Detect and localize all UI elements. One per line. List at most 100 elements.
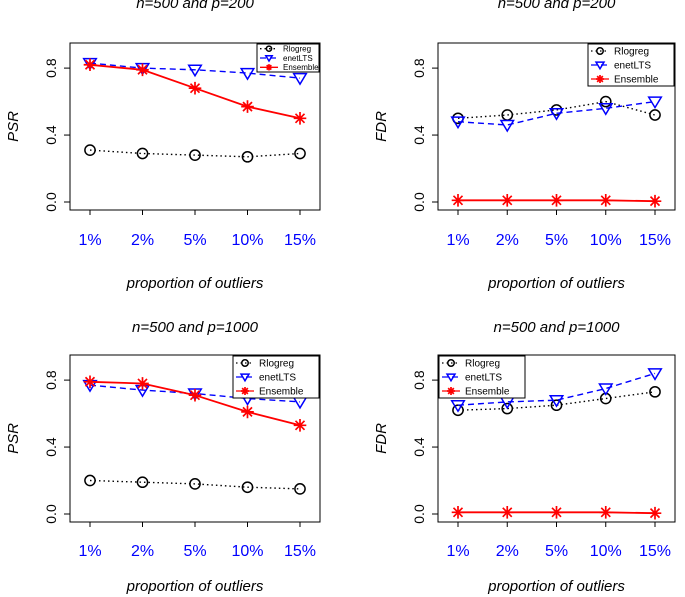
series-line — [457, 391, 656, 411]
y-tick-label: 0.0 — [411, 192, 427, 212]
data-point — [501, 402, 514, 415]
y-axis-label: FDR — [373, 111, 390, 142]
series-rlogreg — [84, 144, 306, 163]
x-axis: 1% 2% 5% 10% 15% — [446, 210, 671, 249]
series-line — [89, 149, 301, 158]
y-tick-label: 0.4 — [43, 125, 59, 145]
chart-title: n=500 and p=200 — [498, 0, 616, 12]
x-tick-label: 5% — [545, 543, 568, 560]
series-ensemble — [83, 375, 307, 432]
x-tick-label: 10% — [590, 543, 622, 560]
legend-label: Rlogreg — [259, 359, 294, 370]
data-point — [136, 476, 149, 489]
data-point — [548, 108, 565, 121]
legend-label: Ensemble — [614, 75, 659, 86]
y-axis: 0.0 0.4 0.8 — [43, 58, 70, 212]
y-axis-label: FDR — [373, 423, 390, 454]
y-tick-label: 0.8 — [43, 58, 59, 78]
legend-label: enetLTS — [259, 373, 296, 384]
x-tick-label: 1% — [78, 232, 101, 249]
series-line — [457, 100, 656, 119]
y-tick-label: 0.0 — [43, 192, 59, 212]
legend-marker — [447, 359, 455, 367]
y-axis: 0.0 0.4 0.8 — [411, 58, 438, 212]
data-point — [83, 58, 97, 72]
y-tick-label: 0.4 — [411, 125, 427, 145]
data-point — [136, 377, 149, 390]
data-point — [598, 383, 614, 396]
x-tick-label: 15% — [639, 543, 671, 560]
data-point — [136, 63, 149, 77]
x-tick-label: 1% — [446, 543, 469, 560]
y-tick-label: 0.0 — [411, 504, 427, 524]
series-ensemble — [451, 506, 662, 520]
legend-marker — [596, 47, 604, 55]
x-tick-label: 5% — [183, 543, 206, 560]
series-line — [457, 100, 656, 126]
legend-marker — [265, 64, 273, 71]
x-tick-label: 1% — [446, 232, 469, 249]
series-enetlts — [450, 368, 663, 413]
legend-marker — [447, 387, 455, 395]
y-tick-label: 0.8 — [43, 370, 59, 390]
data-point — [599, 194, 613, 207]
chart-panel-1: n=500 and p=200 0.0 0.4 0.8 PSR 1% 2% 5% 10% 15% p… — [5, 0, 321, 292]
legend-label: enetLTS — [465, 373, 502, 384]
legend-label: Ensemble — [283, 63, 319, 72]
data-point — [500, 194, 514, 207]
data-point — [599, 506, 613, 519]
legend-label: Rlogreg — [465, 359, 500, 370]
legend-marker — [445, 373, 457, 383]
chart-title: n=500 and p=1000 — [132, 319, 259, 336]
x-axis-label: proportion of outliers — [487, 578, 625, 595]
data-point — [647, 96, 663, 110]
series-ensemble — [451, 194, 662, 208]
data-point — [294, 483, 306, 495]
data-point — [649, 385, 661, 398]
data-point — [189, 478, 201, 490]
x-tick-label: 2% — [131, 543, 154, 560]
y-axis-label: PSR — [5, 111, 22, 142]
data-point — [84, 474, 96, 487]
chart-panel-3: n=500 and p=1000 0.0 0.4 0.8 PSR 1% 2% 5% 10% 15%… — [5, 319, 321, 595]
legend-marker — [594, 61, 606, 71]
series-line — [457, 372, 656, 406]
x-tick-label: 1% — [78, 543, 101, 560]
x-tick-label: 10% — [231, 232, 263, 249]
y-axis-label: PSR — [5, 423, 22, 454]
data-point — [241, 481, 254, 494]
data-point — [648, 506, 662, 520]
x-tick-label: 15% — [284, 543, 316, 560]
data-point — [84, 144, 96, 156]
y-tick-label: 0.4 — [43, 437, 59, 457]
legend: Rlogreg enetLTS Ensemble — [587, 43, 675, 87]
data-point — [239, 67, 256, 81]
y-tick-label: 0.8 — [411, 370, 427, 390]
chart-panel-4: n=500 and p=1000 0.0 0.4 0.8 FDR 1% 2% 5% 10% 15%… — [373, 319, 676, 595]
data-point — [647, 368, 663, 381]
data-point — [187, 64, 203, 78]
y-tick-label: 0.4 — [411, 437, 427, 457]
data-point — [451, 194, 465, 207]
legend-label: Rlogreg — [283, 44, 311, 53]
x-tick-label: 15% — [639, 232, 671, 249]
chart-title: n=500 and p=200 — [136, 0, 254, 12]
legend-marker — [239, 373, 251, 383]
data-point — [189, 149, 201, 161]
x-axis-label: proportion of outliers — [126, 578, 264, 595]
legend-marker — [241, 359, 249, 367]
data-point — [83, 375, 97, 389]
y-tick-label: 0.0 — [43, 504, 59, 524]
x-axis: 1% 2% 5% 10% 15% — [446, 522, 671, 560]
data-point — [451, 506, 465, 519]
data-point — [292, 396, 308, 410]
x-tick-label: 5% — [183, 232, 206, 249]
x-axis-label: proportion of outliers — [487, 275, 625, 292]
data-point — [450, 399, 466, 413]
series-ensemble — [83, 58, 307, 125]
series-enetlts — [450, 96, 663, 133]
data-point — [450, 116, 466, 130]
legend-marker — [596, 75, 604, 83]
data-point — [550, 506, 563, 519]
